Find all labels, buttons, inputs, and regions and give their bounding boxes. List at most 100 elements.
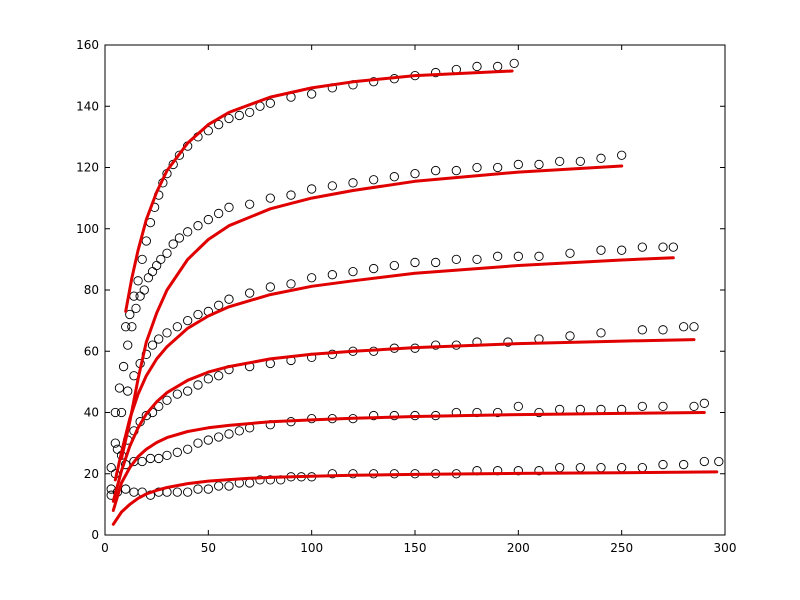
y-tick-label: 140 <box>76 99 99 113</box>
data-point <box>114 383 125 393</box>
data-point <box>513 401 523 412</box>
observed-series-5 <box>110 150 627 418</box>
data-point <box>141 236 151 246</box>
data-point <box>174 233 185 243</box>
data-point <box>699 456 709 467</box>
data-point <box>193 221 203 231</box>
data-point <box>509 58 519 69</box>
data-point <box>699 398 709 408</box>
data-point <box>110 438 120 448</box>
data-point <box>183 444 193 454</box>
data-point <box>689 322 699 332</box>
data-point <box>534 251 544 261</box>
data-point <box>265 282 275 292</box>
data-point <box>472 61 482 72</box>
data-point <box>503 337 513 347</box>
data-point <box>617 245 627 255</box>
data-point <box>224 294 234 304</box>
data-point <box>193 309 203 320</box>
data-point <box>637 325 647 335</box>
x-tick-label: 250 <box>610 541 633 555</box>
data-point <box>658 401 668 412</box>
data-point <box>534 466 544 476</box>
data-point <box>172 322 182 332</box>
data-point <box>658 459 668 470</box>
data-point <box>123 340 133 350</box>
fit-line-6 <box>124 69 514 313</box>
x-tick-label: 300 <box>714 541 737 555</box>
data-point <box>327 270 337 280</box>
x-tick-label: 0 <box>101 541 109 555</box>
fit-line-5 <box>120 164 624 460</box>
data-point <box>410 168 420 179</box>
y-tick-label: 40 <box>84 406 99 420</box>
data-point <box>162 450 172 461</box>
data-point <box>203 214 213 225</box>
data-point <box>224 429 234 439</box>
data-point <box>472 254 482 265</box>
data-point <box>183 227 193 237</box>
data-point <box>575 156 585 167</box>
data-point <box>162 395 172 405</box>
data-point <box>565 331 575 341</box>
data-point <box>265 475 275 485</box>
data-point <box>679 322 689 332</box>
data-point <box>307 89 317 99</box>
data-point <box>141 410 151 421</box>
data-point <box>245 199 255 209</box>
data-point <box>534 407 544 418</box>
x-tick-label: 100 <box>300 541 323 555</box>
data-point <box>369 263 379 274</box>
data-point <box>131 303 141 314</box>
data-point <box>555 156 565 167</box>
data-point <box>307 273 317 283</box>
y-tick-label: 160 <box>76 38 99 52</box>
y-tick-label: 0 <box>91 528 99 542</box>
data-point <box>534 159 544 170</box>
data-point <box>348 266 358 277</box>
data-point <box>203 484 213 494</box>
data-point <box>493 407 503 418</box>
x-tick-label: 150 <box>404 541 427 555</box>
data-point <box>162 248 172 258</box>
data-point <box>139 285 149 295</box>
data-point <box>410 257 420 268</box>
data-point <box>168 239 178 249</box>
data-point <box>172 389 182 399</box>
data-point <box>431 165 441 176</box>
data-point <box>658 325 668 335</box>
y-tick-label: 20 <box>84 467 99 481</box>
data-point <box>431 340 441 350</box>
data-point <box>162 328 172 338</box>
data-point <box>125 309 135 320</box>
data-point <box>369 410 379 421</box>
data-point <box>137 456 147 467</box>
data-point <box>255 475 265 485</box>
axes: 0 50 100 150 200 250 300 0 20 40 60 80 100 120 140 160 <box>76 38 736 555</box>
data-point <box>637 401 647 412</box>
data-point <box>369 175 379 185</box>
data-point <box>183 487 193 497</box>
data-point <box>156 254 166 265</box>
data-point <box>451 165 461 176</box>
data-point <box>389 172 399 182</box>
data-point <box>513 159 523 170</box>
y-tick-label: 120 <box>76 161 99 175</box>
data-point <box>596 245 606 255</box>
data-point <box>617 150 627 160</box>
data-point <box>224 481 234 491</box>
data-point <box>174 150 185 160</box>
data-point <box>679 459 689 470</box>
data-point <box>327 469 337 479</box>
data-point <box>596 328 606 338</box>
data-point <box>133 276 143 286</box>
data-point <box>265 98 275 108</box>
data-point <box>121 322 131 332</box>
data-point <box>431 257 441 268</box>
data-point <box>431 67 441 78</box>
data-point <box>714 456 724 467</box>
data-point <box>472 162 482 173</box>
data-point <box>224 202 234 212</box>
data-point <box>348 178 358 188</box>
